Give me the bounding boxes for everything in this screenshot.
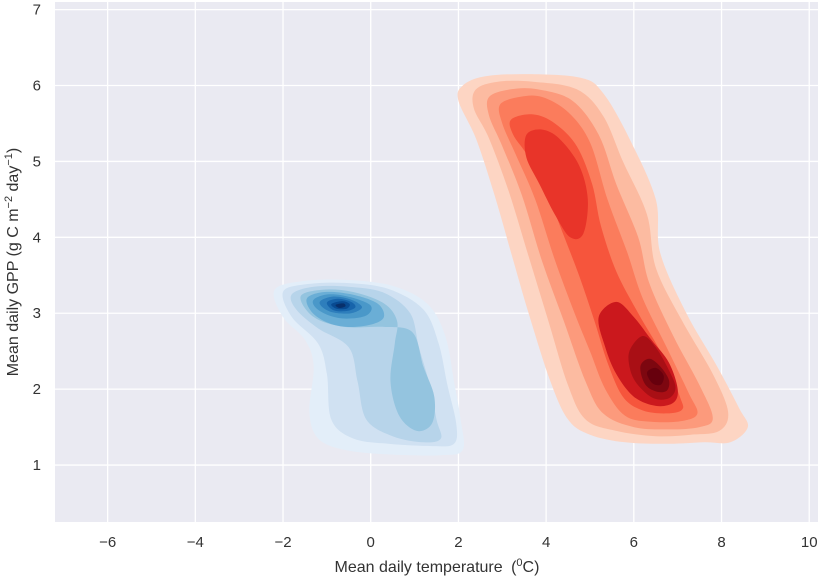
x-tick-label: 10 — [801, 534, 818, 551]
x-axis-unit-superscript: 0 — [516, 557, 522, 569]
x-axis-unit-open: ( — [511, 559, 517, 576]
y-axis-label-text: Mean daily GPP (g C m — [5, 208, 22, 376]
blues-contour-level-10 — [335, 303, 346, 308]
x-tick-label: 8 — [717, 534, 725, 551]
y-axis-label-mid: day — [5, 166, 22, 196]
y-tick-label: 7 — [33, 2, 41, 19]
y-tick-label: 2 — [33, 381, 41, 398]
y-axis-label-sup2: −1 — [3, 153, 15, 166]
x-tick-label: 0 — [367, 534, 375, 551]
x-tick-label: 2 — [454, 534, 462, 551]
reds-density-series — [457, 74, 749, 444]
y-tick-label: 4 — [33, 229, 41, 246]
density-contours — [273, 74, 749, 456]
y-axis-label-end: ) — [5, 148, 22, 153]
y-tick-label: 1 — [33, 457, 41, 474]
x-tick-labels: −6 −4 −2 0 2 4 6 8 10 — [99, 534, 818, 551]
reds-contour-level-6 — [524, 129, 588, 240]
y-tick-labels: 1 2 3 4 5 6 7 — [33, 2, 41, 474]
x-tick-label: 4 — [542, 534, 550, 551]
x-axis-unit-suffix: C — [523, 559, 535, 576]
y-tick-label: 3 — [33, 305, 41, 322]
blues-density-series — [273, 279, 465, 456]
x-axis-unit-close: ) — [534, 559, 539, 576]
reds-contour-level-10 — [646, 367, 664, 386]
x-axis-label: Mean daily temperature (0C) — [335, 557, 540, 576]
y-axis-label-sup1: −2 — [3, 196, 15, 209]
x-axis-label-text: Mean daily temperature — [335, 559, 503, 576]
y-tick-label: 5 — [33, 153, 41, 170]
x-tick-label: −4 — [187, 534, 204, 551]
x-tick-label: −6 — [99, 534, 116, 551]
x-tick-label: −2 — [274, 534, 291, 551]
y-axis-label: Mean daily GPP (g C m−2 day−1) — [3, 148, 22, 376]
x-tick-label: 6 — [630, 534, 638, 551]
y-tick-label: 6 — [33, 78, 41, 95]
